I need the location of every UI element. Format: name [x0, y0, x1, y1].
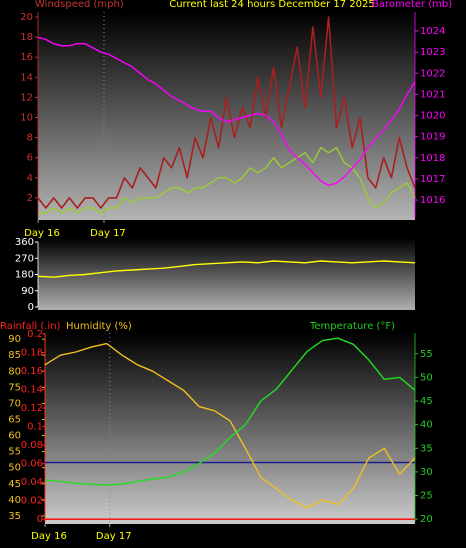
y-tick-label: 0.14 — [21, 385, 43, 396]
plot-area — [38, 12, 415, 220]
y-tick-label: 1021 — [420, 89, 445, 100]
y-tick-label: 90 — [8, 334, 21, 345]
y-tick-label: 360 — [15, 237, 34, 248]
y2-axis-label: Temperature (°F) — [309, 321, 395, 332]
y-tick-label: 30 — [420, 467, 433, 478]
y-tick-label: 65 — [8, 414, 21, 425]
y-tick-label: 4 — [27, 173, 33, 184]
y-tick-label: 8 — [27, 133, 33, 144]
y-tick-label: 0.08 — [21, 440, 43, 451]
y-axis-label: Windspeed (mph) — [35, 0, 124, 10]
y-tick-label: 45 — [420, 396, 433, 407]
y-tick-label: 0 — [37, 514, 43, 525]
y-tick-label: 0 — [28, 302, 34, 313]
y-tick-label: 12 — [20, 92, 33, 103]
y-tick-label: 2 — [27, 193, 33, 204]
x-tick-label: Day 17 — [90, 228, 126, 239]
y-tick-label: 60 — [8, 431, 21, 442]
y-tick-label: 0.02 — [21, 496, 43, 507]
y-tick-label: 0.2 — [27, 329, 43, 340]
y-tick-label: 35 — [8, 511, 21, 522]
y-tick-label: 1020 — [420, 111, 445, 122]
y-tick-label: 35 — [420, 443, 433, 454]
y-tick-label: 0.18 — [21, 347, 43, 358]
y-tick-label: 85 — [8, 350, 21, 361]
y-tick-label: 1019 — [420, 132, 445, 143]
y-tick-label: 0.04 — [21, 477, 43, 488]
y-tick-label: 0.1 — [27, 422, 43, 433]
y-tick-label: 1024 — [420, 26, 445, 37]
y-tick-label: 1018 — [420, 153, 445, 164]
y-tick-label: 55 — [420, 349, 433, 360]
chart-title: Current last 24 hours December 17 2025 — [169, 0, 375, 10]
y3-axis-label: Rainfall (.in) — [0, 321, 61, 332]
y-tick-label: 1017 — [420, 174, 445, 185]
y-tick-label: 20 — [20, 12, 33, 23]
y-tick-label: 45 — [8, 479, 21, 490]
y-tick-label: 10 — [20, 113, 33, 124]
y-tick-label: 270 — [15, 253, 34, 264]
x-tick-label: Day 16 — [24, 228, 60, 239]
y-tick-label: 75 — [8, 382, 21, 393]
series-line — [37, 36, 416, 186]
y2-axis-label: Barometer (mb) — [372, 0, 452, 10]
series-line — [44, 337, 416, 486]
plot-area — [45, 333, 415, 524]
y-tick-label: 80 — [8, 366, 21, 377]
y-tick-label: 0.06 — [21, 459, 43, 470]
y-tick-label: 18 — [20, 32, 33, 43]
y-tick-label: 0.12 — [21, 403, 43, 414]
series-line — [44, 342, 416, 509]
y-tick-label: 50 — [8, 463, 21, 474]
y-tick-label: 25 — [420, 491, 433, 502]
y-tick-label: 0.16 — [21, 366, 43, 377]
y-tick-label: 1022 — [420, 68, 445, 79]
y-tick-label: 50 — [420, 372, 433, 383]
y-tick-label: 55 — [8, 447, 21, 458]
y-tick-label: 40 — [8, 495, 21, 506]
y-tick-label: 180 — [15, 270, 34, 281]
plot-area — [38, 238, 415, 310]
y-tick-label: 70 — [8, 398, 21, 409]
x-tick-label: Day 17 — [96, 531, 132, 542]
y-tick-label: 1023 — [420, 47, 445, 58]
y-tick-label: 90 — [21, 286, 34, 297]
y-tick-label: 40 — [420, 420, 433, 431]
y-tick-label: 14 — [20, 72, 33, 83]
y-tick-label: 20 — [420, 514, 433, 525]
series-line — [37, 260, 416, 278]
y-tick-label: 1016 — [420, 195, 445, 206]
y-tick-label: 16 — [20, 52, 33, 63]
y-axis-label: Humidity (%) — [66, 321, 132, 332]
y-tick-label: 6 — [27, 153, 33, 164]
x-tick-label: Day 16 — [31, 531, 67, 542]
series-line — [37, 16, 416, 209]
